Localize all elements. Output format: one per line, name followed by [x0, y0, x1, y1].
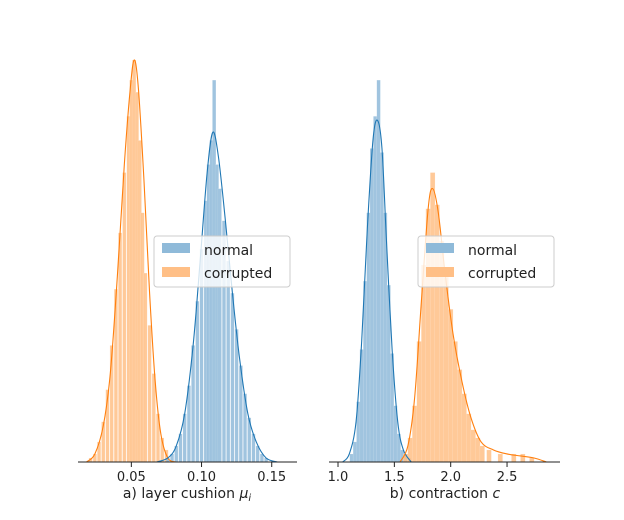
corrupted-histogram-bar — [520, 453, 526, 462]
normal-histogram-bar — [222, 220, 226, 462]
corrupted-histogram-bar — [109, 345, 114, 462]
legend-swatch-corrupted — [426, 267, 454, 277]
normal-histogram-bar — [373, 116, 378, 462]
x-axis-ticks: 1.0 1.5 2.0 2.5 — [328, 462, 518, 485]
corrupted-histogram-bar — [147, 325, 152, 462]
corrupted-kde-curve — [86, 59, 177, 462]
corrupted-histogram-bar — [457, 369, 463, 462]
legend-label-normal: normal — [204, 243, 253, 259]
normal-histogram-bar — [217, 188, 222, 462]
panel-a-layer-cushion: 0.05 0.10 0.15 a) layer cushion μi normal … — [78, 59, 297, 504]
corrupted-histogram-bar — [470, 429, 476, 462]
corrupted-histogram — [88, 59, 169, 462]
x-tick-label: 0.05 — [117, 470, 146, 485]
normal-kde-curve — [342, 119, 412, 462]
legend-label-corrupted: corrupted — [204, 266, 272, 282]
x-tick-label: 2.0 — [440, 470, 461, 485]
legend-label-normal: normal — [468, 243, 517, 259]
corrupted-histogram-bar — [122, 172, 127, 462]
x-axis-label: b) contraction c — [390, 486, 501, 502]
x-axis-ticks: 0.05 0.10 0.15 — [117, 462, 286, 485]
corrupted-histogram-bar — [486, 449, 492, 462]
corrupted-histogram-bar — [151, 373, 156, 462]
corrupted-histogram-bar — [430, 172, 436, 462]
normal-histogram-bar — [226, 260, 231, 462]
legend-label-corrupted: corrupted — [468, 266, 536, 282]
corrupted-histogram-bar — [143, 272, 148, 462]
x-tick-label: 0.10 — [187, 470, 216, 485]
corrupted-histogram-bar — [452, 341, 458, 462]
corrupted-histogram-bar — [113, 288, 118, 462]
corrupted-histogram-bar — [97, 441, 102, 462]
legend: normal corrupted — [417, 235, 555, 288]
normal-histogram-bar — [369, 148, 374, 462]
x-tick-label: 2.5 — [497, 470, 518, 485]
corrupted-histogram-bar — [479, 445, 485, 462]
normal-histogram-bar — [195, 301, 200, 462]
corrupted-histogram-bar — [118, 232, 123, 462]
corrupted-histogram-bar — [497, 453, 503, 462]
corrupted-histogram-bar — [466, 413, 472, 462]
normal-kde-curve — [156, 131, 278, 462]
normal-histogram-bar — [191, 345, 196, 462]
normal-histogram-bar — [376, 79, 381, 462]
corrupted-histogram-bar — [461, 393, 467, 462]
normal-histogram-bar — [243, 393, 248, 462]
legend-swatch-normal — [162, 243, 190, 253]
legend-swatch-corrupted — [162, 267, 190, 277]
x-tick-label: 0.15 — [257, 470, 286, 485]
normal-histogram-bar — [366, 212, 371, 462]
normal-histogram-bar — [349, 453, 354, 462]
corrupted-kde-curve — [399, 187, 547, 462]
normal-histogram-bar — [230, 292, 235, 462]
legend: normal corrupted — [153, 235, 291, 288]
corrupted-histogram-bar — [475, 437, 481, 462]
normal-histogram-bar — [379, 152, 384, 462]
corrupted-histogram-bar — [529, 457, 535, 462]
corrupted-histogram — [403, 172, 535, 462]
x-axis-label: a) layer cushion μi — [123, 486, 252, 504]
corrupted-histogram-bar — [105, 389, 110, 462]
normal-histogram-bar — [234, 329, 239, 462]
normal-histogram-bar — [352, 441, 357, 462]
x-tick-label: 1.0 — [328, 470, 349, 485]
legend-swatch-normal — [426, 243, 454, 253]
x-tick-label: 1.5 — [384, 470, 405, 485]
panel-b-contraction: 1.0 1.5 2.0 2.5 b) contraction c normal cor… — [328, 79, 560, 502]
corrupted-histogram-bar — [443, 276, 449, 462]
